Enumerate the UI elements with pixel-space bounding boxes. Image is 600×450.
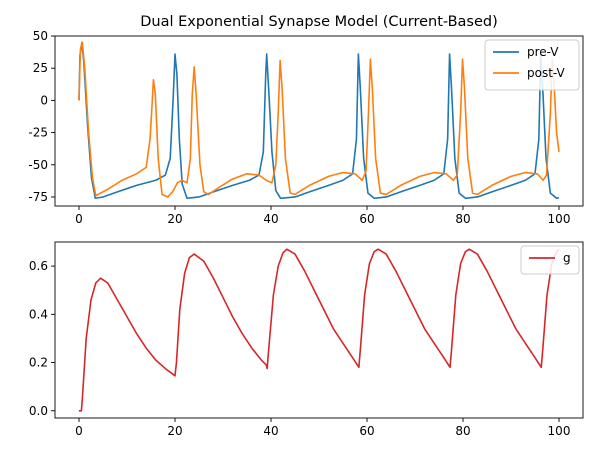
legend: g (520, 245, 580, 275)
x-tick-label: 0 (75, 424, 83, 438)
voltage-plot-area: 0 20 40 60 80 100 -75 -50 -25 0 25 50 pre-V post-V (28, 29, 584, 226)
y-tick-label: 0.4 (29, 307, 48, 321)
axes-frame (54, 35, 584, 207)
y-tick-label: 0.2 (29, 356, 48, 370)
conductance-plot-area: 0 20 40 60 80 100 0.0 0.2 0.4 0.6 g (29, 241, 584, 438)
conductance-panel: 0 20 40 60 80 100 0.0 0.2 0.4 0.6 g (29, 241, 584, 438)
series-line-pre-v (78, 41, 560, 200)
y-tick-label: 0.0 (29, 404, 48, 418)
legend-label: post-V (527, 66, 566, 80)
y-tick-label: 0.6 (29, 259, 48, 273)
legend-box (520, 245, 580, 275)
legend: pre-V post-V (484, 39, 580, 91)
y-tick-label: 50 (33, 29, 48, 43)
x-tick-label: 80 (455, 424, 470, 438)
axes-frame (54, 241, 584, 419)
series-line-post-v (78, 41, 560, 198)
y-tick-label: -25 (28, 126, 48, 140)
y-tick-label: 0 (40, 93, 48, 107)
x-tick-label: 20 (167, 212, 182, 226)
y-tick-label: 25 (33, 61, 48, 75)
legend-label: pre-V (527, 45, 559, 59)
x-tick-label: 100 (548, 424, 571, 438)
y-tick-label: -50 (28, 158, 48, 172)
x-tick-label: 60 (359, 212, 374, 226)
x-tick-label: 20 (167, 424, 182, 438)
y-tick-label: -75 (28, 190, 48, 204)
series-line-g (79, 248, 560, 412)
x-tick-label: 100 (548, 212, 571, 226)
legend-label: g (563, 251, 571, 265)
voltage-panel: Dual Exponential Synapse Model (Current-… (28, 14, 584, 226)
x-tick-label: 60 (359, 424, 374, 438)
x-tick-label: 40 (263, 212, 278, 226)
x-tick-label: 80 (455, 212, 470, 226)
chart-title: Dual Exponential Synapse Model (Current-… (140, 14, 498, 30)
x-tick-label: 40 (263, 424, 278, 438)
x-tick-label: 0 (75, 212, 83, 226)
